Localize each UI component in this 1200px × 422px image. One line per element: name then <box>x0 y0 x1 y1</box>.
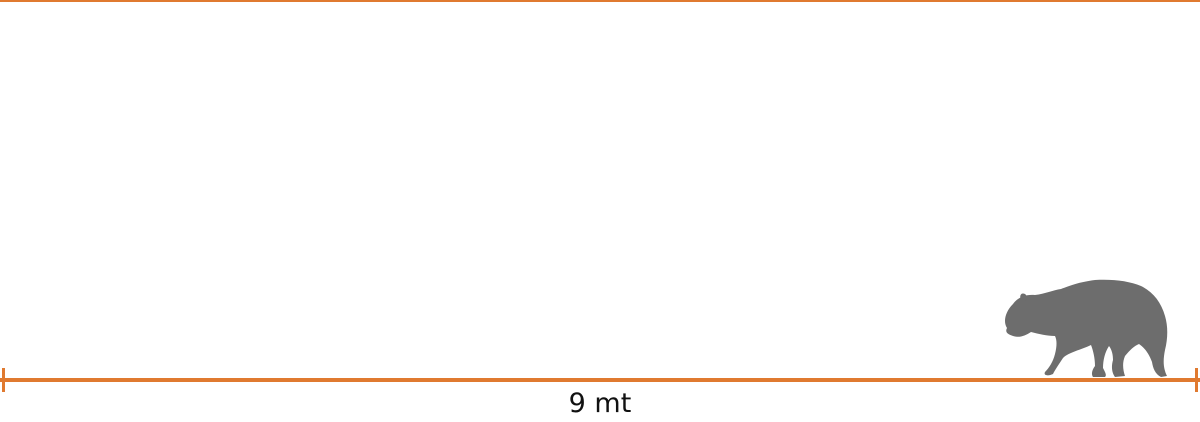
scale-bar-left-tick <box>2 368 5 392</box>
scale-bar <box>0 378 1200 382</box>
scale-label: 9 mt <box>568 388 632 419</box>
top-border-line <box>0 0 1200 2</box>
big-cat-silhouette-icon <box>1005 279 1168 377</box>
scale-bar-right-tick <box>1195 368 1198 392</box>
